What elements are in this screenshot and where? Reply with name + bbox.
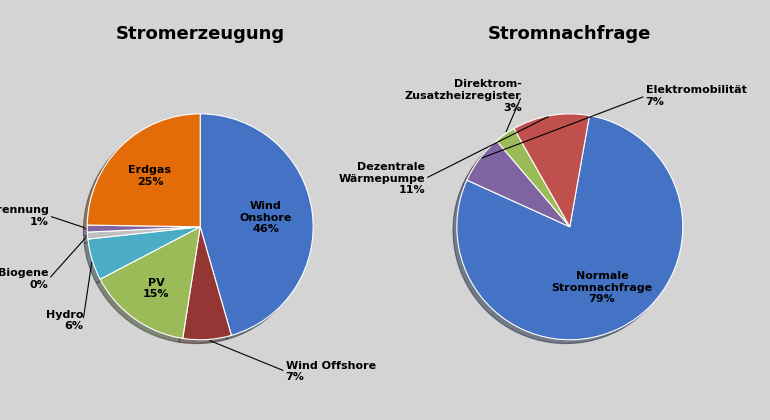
- Text: Wind Offshore
7%: Wind Offshore 7%: [286, 361, 376, 382]
- Wedge shape: [182, 227, 232, 340]
- Wedge shape: [514, 114, 589, 227]
- Wedge shape: [88, 227, 200, 279]
- Wedge shape: [87, 227, 200, 239]
- Text: Erdgas
25%: Erdgas 25%: [129, 165, 172, 186]
- Title: Stromnachfrage: Stromnachfrage: [488, 25, 651, 43]
- Text: Normale
Stromnachfrage
79%: Normale Stromnachfrage 79%: [551, 271, 652, 304]
- Text: Direktrom-
Zusatzheizregister
3%: Direktrom- Zusatzheizregister 3%: [405, 79, 521, 113]
- Wedge shape: [467, 141, 570, 227]
- Text: PV
15%: PV 15%: [142, 278, 169, 299]
- Text: Dezentrale
Wärmepumpe
11%: Dezentrale Wärmepumpe 11%: [339, 162, 425, 195]
- Wedge shape: [87, 114, 200, 227]
- Wedge shape: [100, 227, 200, 339]
- Text: Wind
Onshore
46%: Wind Onshore 46%: [239, 201, 292, 234]
- Wedge shape: [457, 116, 683, 340]
- Text: Hydro
6%: Hydro 6%: [45, 310, 83, 331]
- Text: Biogene
0%: Biogene 0%: [0, 268, 49, 290]
- Wedge shape: [497, 129, 570, 227]
- Title: Stromerzeugung: Stromerzeugung: [116, 25, 285, 43]
- Wedge shape: [200, 114, 313, 335]
- Wedge shape: [87, 225, 200, 232]
- Text: Müllverbrennung
1%: Müllverbrennung 1%: [0, 205, 49, 226]
- Text: Elektromobilität
7%: Elektromobilität 7%: [645, 85, 746, 107]
